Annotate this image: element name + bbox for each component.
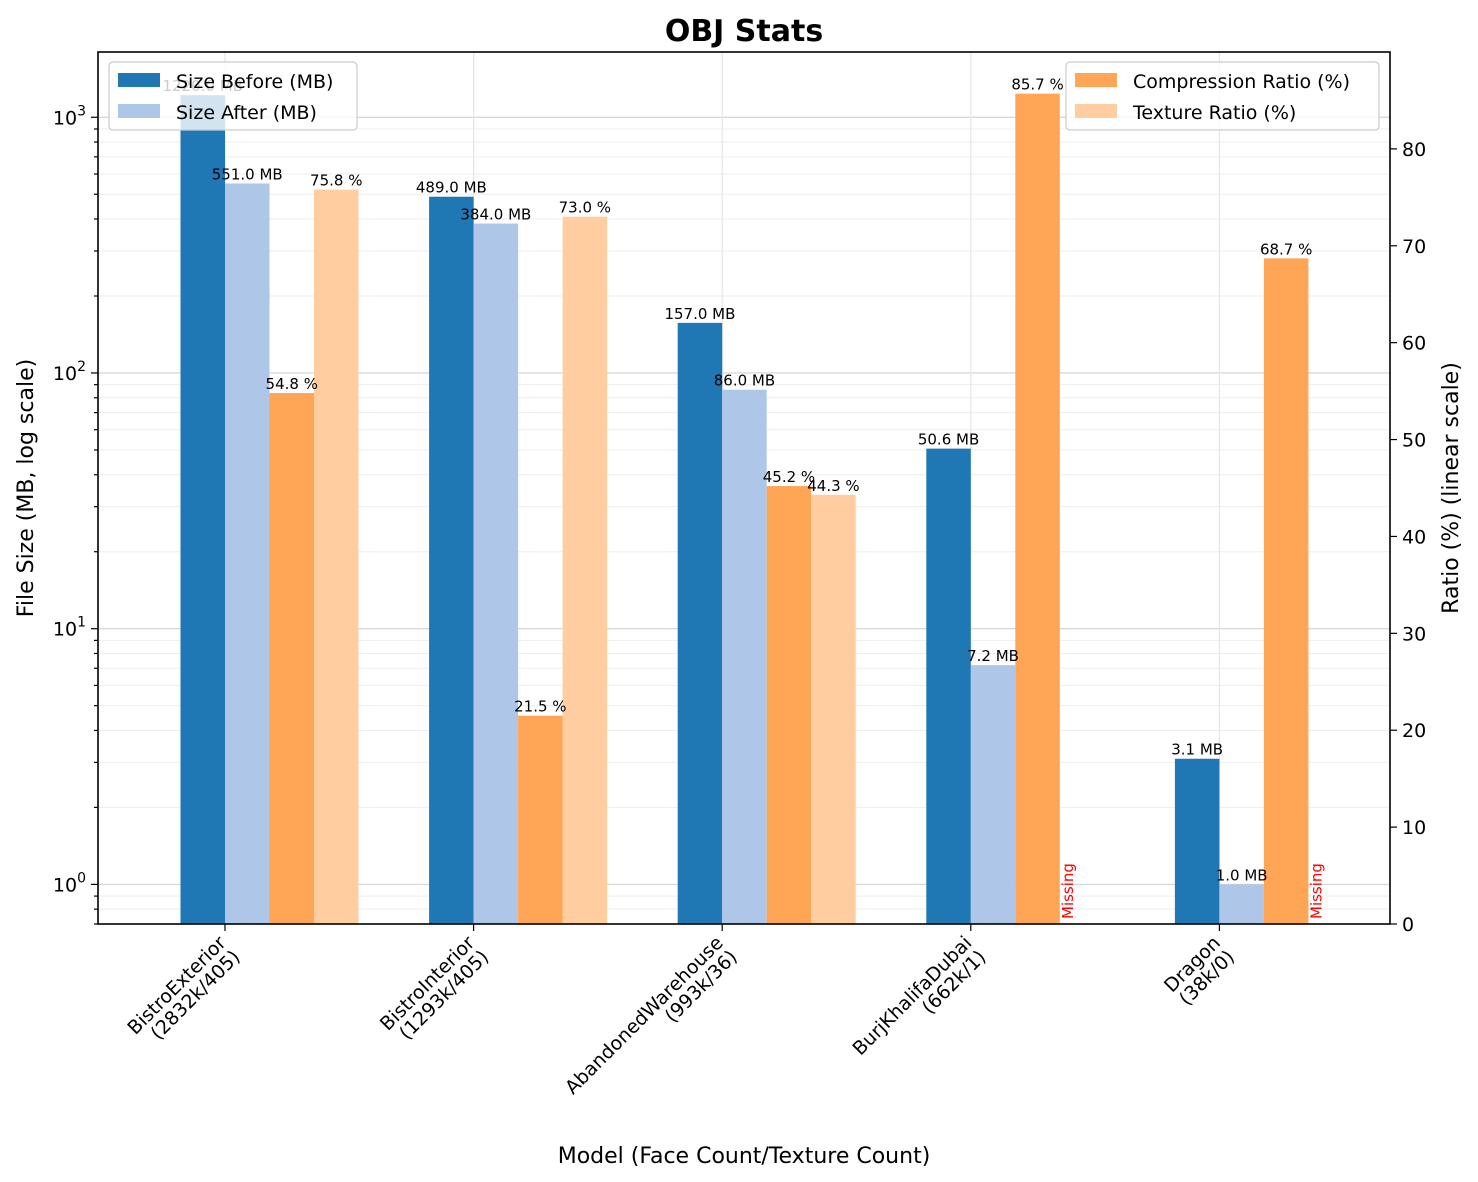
bar-value-label: 45.2 % (763, 468, 815, 486)
chart-title: OBJ Stats (665, 14, 823, 49)
legend-swatch-size-before (118, 73, 160, 87)
bar-value-label: 86.0 MB (714, 372, 775, 390)
bar (180, 95, 225, 924)
plot-frame (97, 51, 1391, 925)
bar (1015, 93, 1060, 924)
missing-data-label: Missing (1308, 863, 1326, 919)
legend-swatch-compression-ratio (1075, 73, 1117, 87)
legend-left: Size Before (MB) Size After (MB) (108, 61, 358, 131)
missing-data-label: Missing (1059, 863, 1077, 919)
y-axis-right-title: Ratio (%) (linear scale) (1439, 362, 1464, 614)
legend-left-frame (108, 61, 358, 131)
bar (269, 393, 314, 924)
y-axis-left-title: File Size (MB, log scale) (14, 359, 39, 617)
y-right-tick-label: 80 (1402, 139, 1426, 161)
y-left-tick-label: 103 (53, 103, 86, 129)
y-left-tick-label: 101 (53, 615, 86, 641)
y-right-tick-label: 60 (1402, 333, 1426, 355)
y-right-tick-label: 30 (1402, 623, 1426, 645)
legend-label-texture-ratio: Texture Ratio (%) (1132, 102, 1296, 124)
legend-swatch-size-after (118, 104, 160, 118)
bar (1263, 258, 1309, 925)
y-left-tick-label: 102 (53, 359, 86, 385)
bar-value-label: 75.8 % (310, 172, 362, 190)
y-right-tick-label: 20 (1402, 720, 1426, 742)
y-left-tick-label: 100 (53, 870, 86, 896)
bar-value-label: 1.0 MB (1216, 866, 1268, 884)
bar (1219, 884, 1264, 924)
legend-right-frame (1065, 61, 1380, 131)
legend-swatch-texture-ratio (1075, 104, 1117, 118)
bar-value-label: 68.7 % (1260, 240, 1312, 258)
y-right-tick-label: 40 (1402, 526, 1426, 548)
bar (473, 223, 519, 925)
bar-value-label: 73.0 % (559, 199, 611, 217)
bar-value-label: 551.0 MB (212, 165, 283, 183)
bar-value-label: 21.5 % (514, 698, 566, 716)
y-right-tick-label: 50 (1402, 430, 1426, 452)
bar-value-label: 3.1 MB (1171, 741, 1223, 759)
bar-value-label: 44.3 % (807, 477, 859, 495)
y-right-tick-label: 0 (1402, 914, 1414, 936)
bar (518, 715, 563, 924)
bar-value-label: 157.0 MB (664, 305, 735, 323)
bar (429, 196, 474, 924)
legend-label-compression-ratio: Compression Ratio (%) (1133, 71, 1350, 93)
bar (722, 389, 767, 925)
x-axis-title: Model (Face Count/Texture Count) (558, 1144, 931, 1169)
bar (225, 183, 270, 924)
bar-value-label: 489.0 MB (416, 179, 487, 197)
bar-value-label: 7.2 MB (967, 647, 1019, 665)
bars-layer (180, 93, 1309, 925)
bar (314, 189, 359, 925)
bar-value-label: 50.6 MB (918, 431, 979, 449)
bar (562, 216, 608, 924)
y-right-tick-label: 10 (1402, 817, 1426, 839)
bar (677, 322, 723, 925)
bar-value-label: 384.0 MB (460, 206, 531, 224)
legend-right: Compression Ratio (%) Texture Ratio (%) (1065, 61, 1380, 131)
legend-label-size-after: Size After (MB) (176, 102, 317, 124)
bar (970, 665, 1016, 924)
bar-value-label: 54.8 % (266, 375, 318, 393)
bar (1174, 758, 1220, 924)
y-right-tick-label: 70 (1402, 236, 1426, 258)
bar-value-label: 85.7 % (1011, 76, 1063, 94)
bar (811, 494, 856, 924)
legend-label-size-before: Size Before (MB) (176, 71, 333, 93)
bar (926, 448, 971, 924)
bar (766, 486, 812, 924)
